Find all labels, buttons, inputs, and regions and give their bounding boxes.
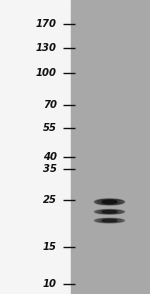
Bar [0, 0, 70, 294]
Ellipse shape [94, 199, 124, 205]
Text: 15: 15 [43, 242, 57, 252]
Ellipse shape [99, 219, 120, 222]
Ellipse shape [102, 211, 117, 213]
Text: 170: 170 [36, 19, 57, 29]
Ellipse shape [102, 200, 117, 203]
Ellipse shape [99, 210, 120, 213]
Bar [70, 0, 150, 294]
Text: 25: 25 [43, 195, 57, 205]
Bar [0, 0, 70, 294]
Text: 130: 130 [36, 44, 57, 54]
Text: 10: 10 [43, 279, 57, 289]
Ellipse shape [97, 219, 122, 223]
Bar [70, 0, 150, 294]
Text: 55: 55 [43, 123, 57, 133]
Text: 70: 70 [43, 100, 57, 110]
Text: 100: 100 [36, 68, 57, 78]
Ellipse shape [97, 210, 122, 214]
Ellipse shape [99, 200, 120, 204]
Text: 35: 35 [43, 164, 57, 174]
Ellipse shape [94, 210, 124, 214]
Ellipse shape [102, 219, 117, 222]
Text: 40: 40 [43, 152, 57, 162]
Ellipse shape [94, 218, 124, 223]
Ellipse shape [97, 199, 122, 205]
